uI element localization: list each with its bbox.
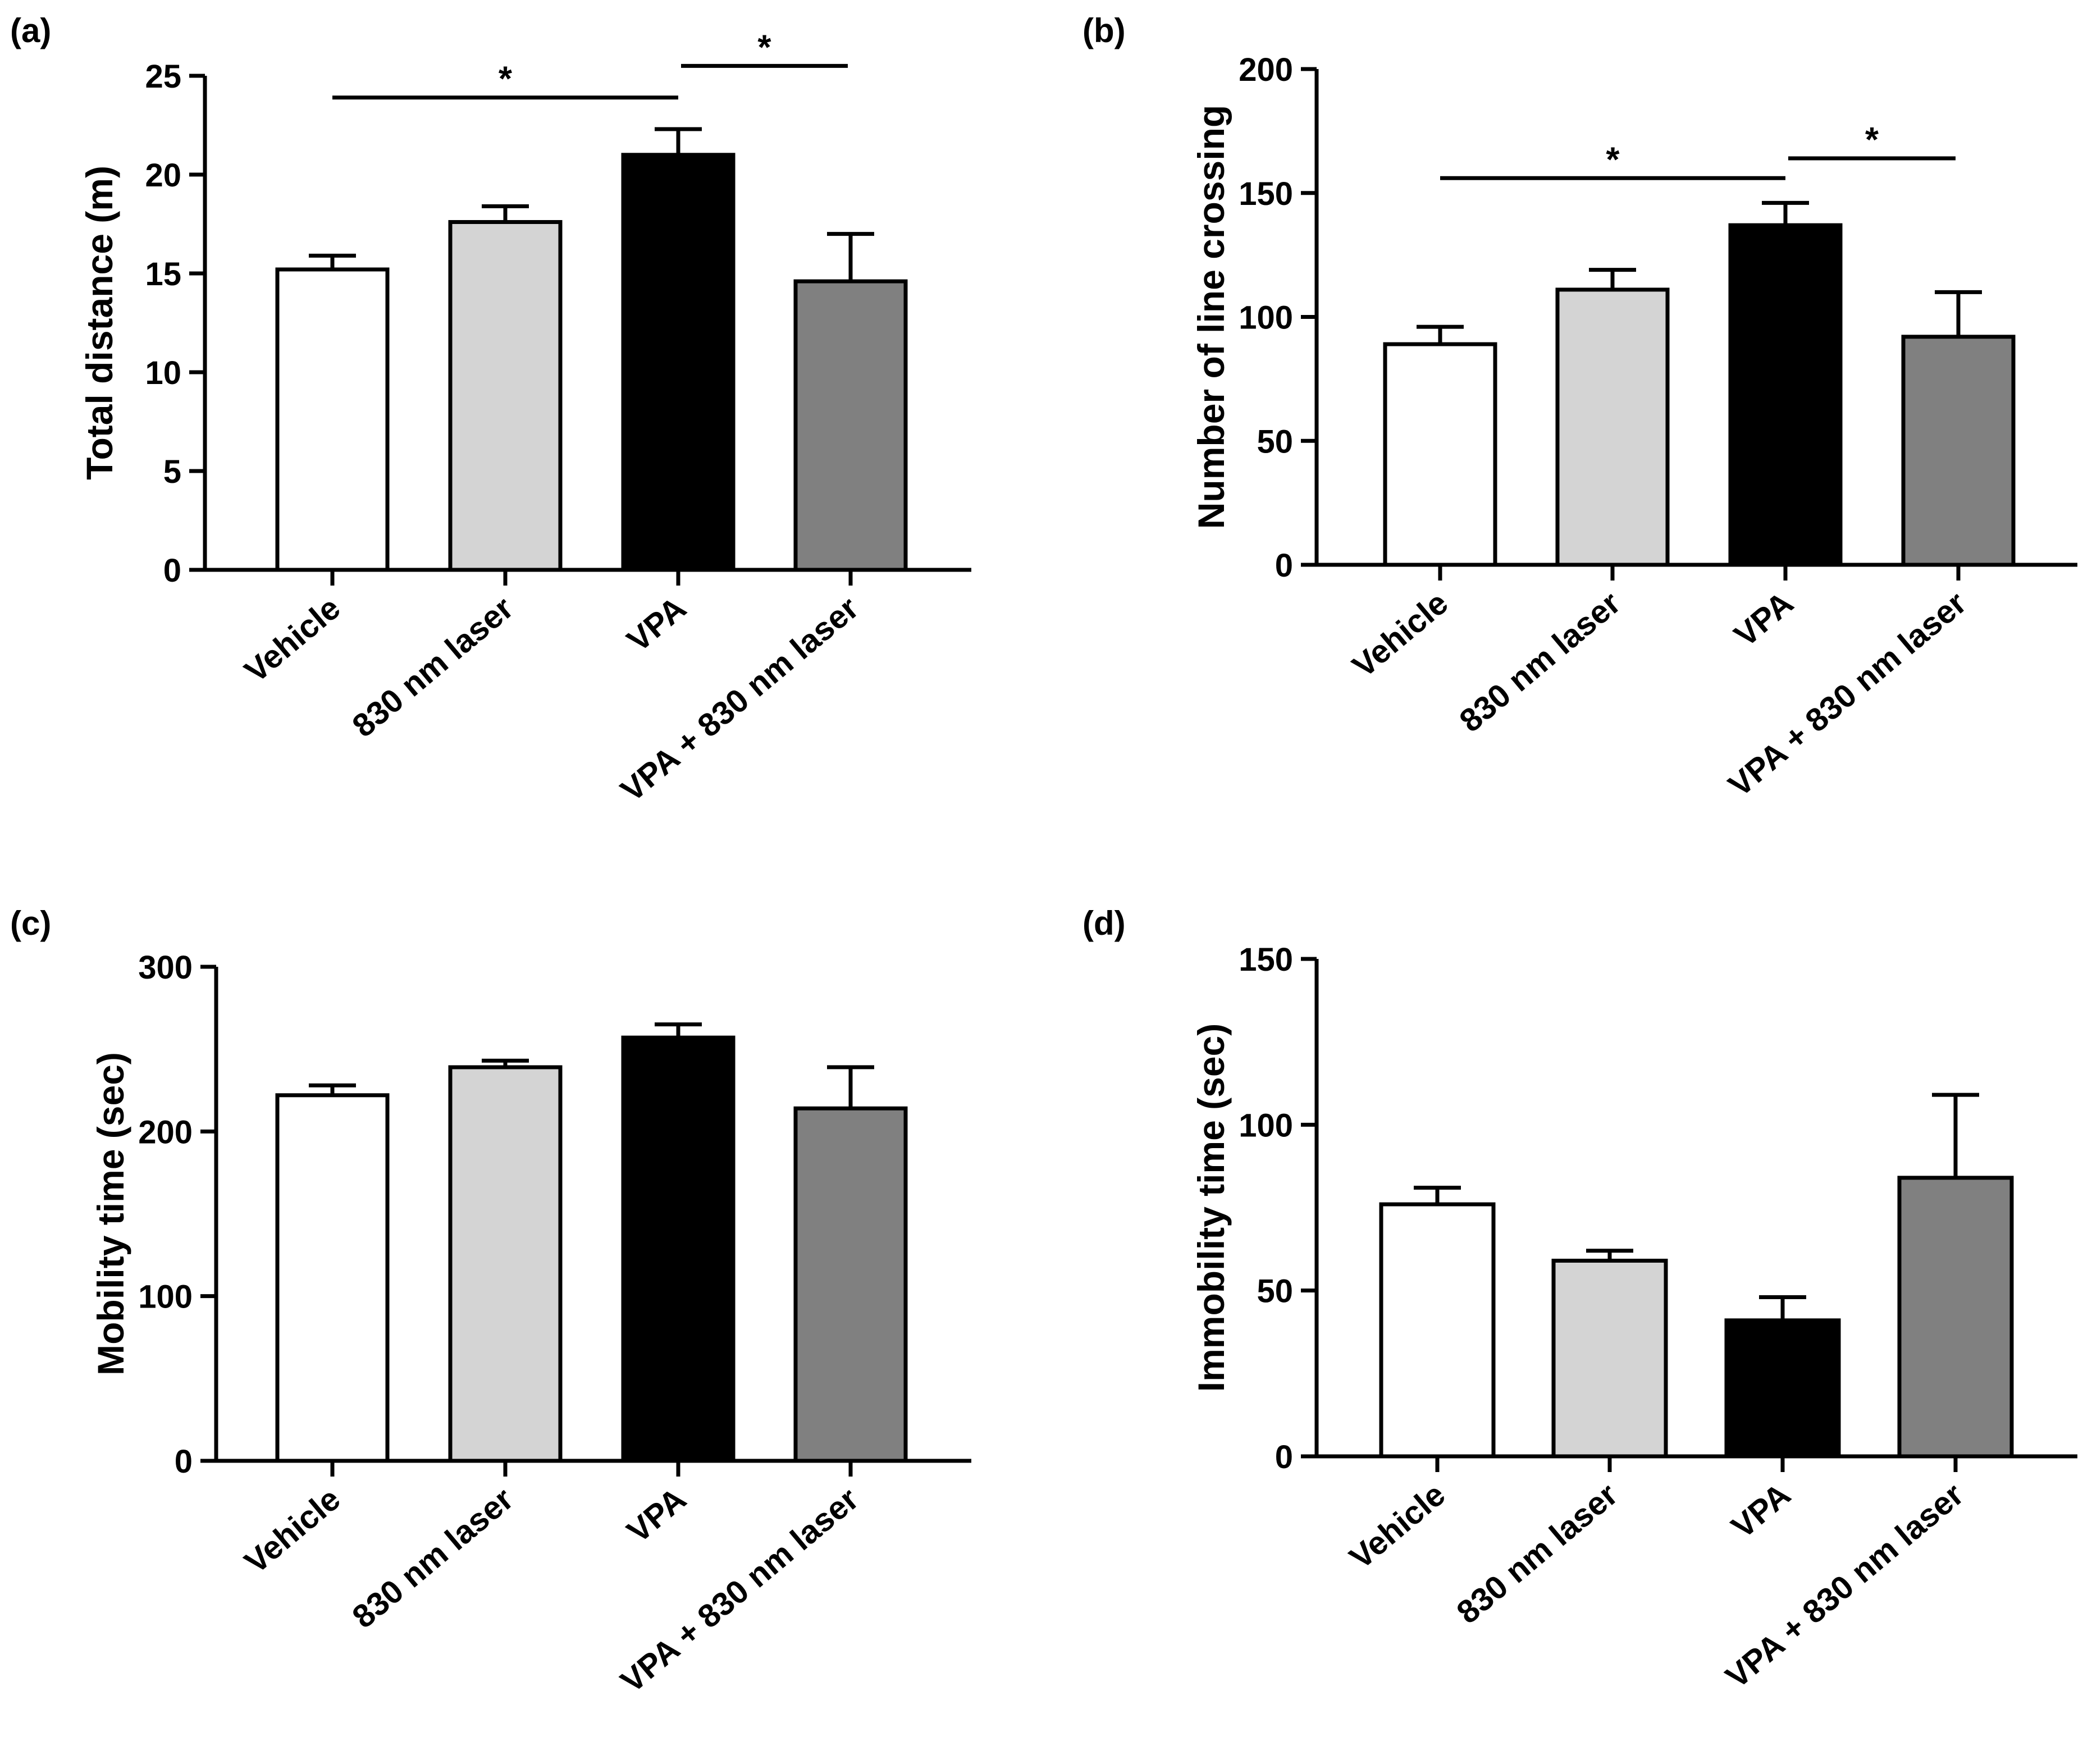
y-tick-label: 150 — [1239, 176, 1293, 212]
y-tick-label: 20 — [145, 157, 181, 194]
y-axis-label: Number of line crossing — [1190, 105, 1232, 529]
y-axis-label: Immobility time (sec) — [1190, 1023, 1232, 1392]
bar-vehicle — [1383, 342, 1497, 567]
bar-830-nm-laser — [448, 1065, 563, 1463]
y-tick-label: 0 — [175, 1443, 193, 1480]
y-tick-label: 25 — [145, 58, 181, 95]
y-tick-label: 10 — [145, 355, 181, 391]
bar-vpa — [621, 1035, 736, 1463]
y-tick-label: 0 — [1275, 1439, 1293, 1475]
panel-label: (d) — [1082, 904, 1126, 942]
significance-marker: * — [1606, 140, 1620, 179]
y-tick-label: 15 — [145, 256, 181, 293]
significance-marker: * — [499, 60, 513, 99]
bar-vpa-830-nm-laser — [793, 279, 908, 572]
y-tick-label: 100 — [1239, 1107, 1293, 1144]
bar-vehicle — [275, 267, 390, 572]
y-axis-label: Total distance (m) — [79, 166, 120, 480]
y-tick-label: 100 — [138, 1279, 193, 1315]
bar-vpa — [1728, 223, 1843, 567]
bar-vpa-830-nm-laser — [1897, 1176, 2014, 1459]
bar-830-nm-laser — [1555, 287, 1670, 567]
bar-830-nm-laser — [1551, 1259, 1668, 1459]
bar-830-nm-laser — [448, 220, 563, 572]
y-tick-label: 300 — [138, 949, 193, 986]
y-axis-label: Mobility time (sec) — [90, 1052, 131, 1375]
bar-vpa — [1724, 1318, 1841, 1459]
significance-marker: * — [1865, 121, 1879, 159]
y-tick-label: 150 — [1239, 942, 1293, 978]
bar-vehicle — [1379, 1202, 1496, 1459]
panel-label: (b) — [1082, 12, 1126, 49]
bar-vehicle — [275, 1093, 390, 1463]
y-tick-label: 50 — [1257, 1273, 1293, 1310]
y-tick-label: 5 — [163, 454, 181, 490]
y-tick-label: 50 — [1257, 423, 1293, 460]
bar-vpa-830-nm-laser — [1901, 335, 2016, 567]
panel-label: (a) — [10, 12, 51, 49]
y-tick-label: 200 — [138, 1114, 193, 1150]
panel-label: (c) — [10, 904, 51, 942]
y-tick-label: 0 — [1275, 547, 1293, 584]
bar-vpa-830-nm-laser — [793, 1106, 908, 1463]
y-tick-label: 200 — [1239, 52, 1293, 88]
significance-marker: * — [757, 28, 771, 67]
y-tick-label: 100 — [1239, 300, 1293, 336]
y-tick-label: 0 — [163, 552, 181, 589]
bar-vpa — [621, 153, 736, 572]
